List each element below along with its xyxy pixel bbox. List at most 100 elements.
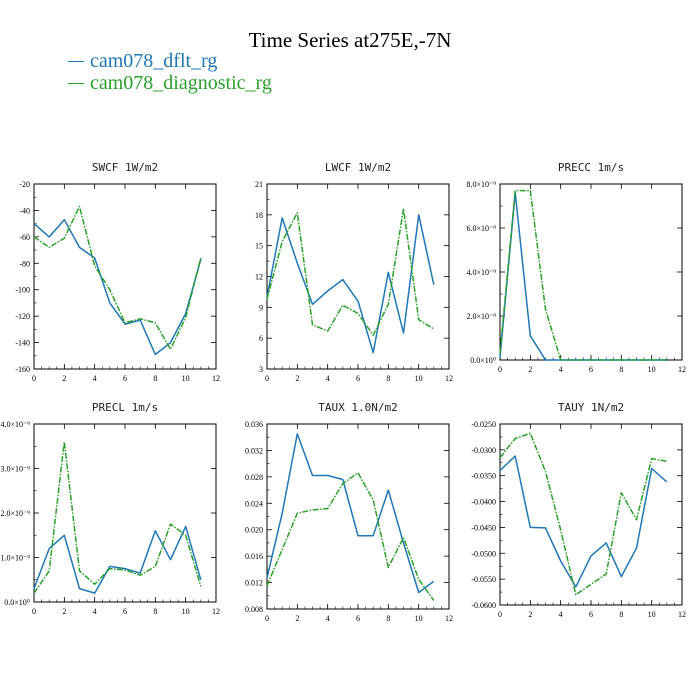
legend-swatch-2 [68,83,84,84]
x-tick-label: 2 [295,614,299,623]
x-tick-label: 6 [589,610,593,619]
x-tick-label: 0 [32,374,36,383]
x-tick-label: 12 [212,607,220,616]
y-tick-label: 0.0×10⁰ [4,598,30,607]
series-line-1 [33,218,202,356]
y-tick-label: 12 [255,273,263,282]
y-tick-label: 0.036 [245,420,263,429]
x-tick-label: 10 [415,374,423,383]
x-tick-label: 2 [62,607,66,616]
x-tick-label: 12 [445,374,453,383]
panel-title: TAUX 1.0N/m2 [318,401,397,414]
x-tick-label: 2 [528,610,532,619]
y-tick-label: 0.016 [245,552,263,561]
x-tick-label: 4 [93,374,97,383]
series-line-2 [499,432,667,596]
y-tick-label: 18 [255,211,263,220]
y-tick-label: -20 [19,180,30,189]
y-tick-label: 2.0×10⁻⁹ [466,312,496,321]
plot-frame [499,183,683,361]
panel-title: SWCF 1W/m2 [92,161,158,174]
x-tick-label: 10 [182,374,190,383]
y-tick-label: -40 [19,206,30,215]
legend-label-2: cam078_diagnostic_rg [90,72,272,94]
series-line-2 [499,189,667,361]
x-tick-label: 12 [678,610,686,619]
x-tick-label: 6 [123,374,127,383]
series-line-2 [266,472,435,601]
x-tick-label: 8 [619,365,623,374]
x-tick-label: 6 [356,614,360,623]
x-tick-label: 0 [265,374,269,383]
x-tick-label: 4 [559,610,563,619]
x-tick-label: 2 [528,365,532,374]
y-tick-label: -0.0500 [471,549,496,558]
x-tick-label: 8 [386,374,390,383]
series-line-2 [33,205,202,350]
y-tick-label: 2.0×10⁻⁹ [0,509,30,518]
x-tick-label: 4 [93,607,97,616]
chart-panel-6: TAUY 1N/m2 0 2 4 6 8 10 12 -0.0250 -0.0300 -0.0350… [471,401,686,619]
y-tick-label: 21 [255,180,263,189]
legend-swatch-1 [68,61,84,62]
y-tick-label: -160 [15,365,30,374]
x-tick-label: 6 [589,365,593,374]
chart-panel-2: LWCF 1W/m2 0 2 4 6 8 10 12 21 18 15 12 9 6 3 [255,161,453,383]
x-tick-label: 0 [498,610,502,619]
x-tick-label: 0 [32,607,36,616]
x-tick-label: 2 [62,374,66,383]
chart-panel-5: TAUX 1.0N/m2 0 2 4 6 8 10 12 0.036 0.032 0.028 0.02… [245,401,453,623]
series-line-1 [266,214,435,354]
x-tick-label: 12 [212,374,220,383]
panel-title: TAUY 1N/m2 [558,401,624,414]
x-tick-label: 10 [182,607,190,616]
y-tick-label: 9 [259,303,263,312]
x-tick-label: 10 [648,365,656,374]
series-line-1 [499,455,668,588]
y-tick-label: -60 [19,233,30,242]
plot-frame [33,423,217,603]
figure-title: Time Series at275E,-7N [248,28,452,52]
x-tick-label: 12 [678,365,686,374]
y-tick-label: -0.0450 [471,523,496,532]
panel-title: PRECC 1m/s [558,161,624,174]
panel-title: LWCF 1W/m2 [325,161,391,174]
legend-label-1: cam078_dflt_rg [90,50,218,72]
plot-frame [33,183,217,370]
y-tick-label: 8.0×10⁻⁹ [466,180,496,189]
y-tick-label: -0.0600 [471,601,496,610]
y-tick-label: 3.0×10⁻⁹ [0,465,30,474]
y-tick-label: 0.008 [245,605,263,614]
x-tick-label: 2 [295,374,299,383]
y-tick-label: 6 [259,334,263,343]
y-tick-label: 0.024 [245,499,263,508]
x-tick-label: 0 [498,365,502,374]
chart-panel-4: PRECL 1m/s 0 2 4 6 8 10 12 4.0×10⁻⁹ 3.0×10⁻⁹ 2.0×1… [0,401,220,616]
y-tick-label: 3 [259,365,263,374]
y-tick-label: -0.0250 [471,420,496,429]
chart-panel-3: PRECC 1m/s 0 2 4 6 8 10 12 8.0×10⁻⁹ 6.0×10⁻⁹ 4.0×1… [466,161,686,374]
y-tick-label: -0.0300 [471,446,496,455]
series-line-2 [266,207,435,336]
plot-frame [266,183,450,370]
x-tick-label: 4 [326,374,330,383]
series-line-1 [266,433,435,594]
y-tick-label: 0.028 [245,473,263,482]
y-tick-label: 0.0×10⁰ [470,356,496,365]
x-tick-label: 4 [559,365,563,374]
series-line-2 [33,441,202,594]
x-tick-label: 4 [326,614,330,623]
chart-panel-1: SWCF 1W/m2 0 2 4 6 8 10 12 -20 -40 -60 -80 -100 -120 -… [15,161,220,383]
series-line-1 [499,192,667,361]
y-tick-label: 4.0×10⁻⁹ [0,420,30,429]
y-tick-label: -80 [19,259,30,268]
x-tick-label: 6 [123,607,127,616]
x-tick-label: 8 [153,607,157,616]
y-tick-label: -0.0400 [471,498,496,507]
y-tick-label: -140 [15,339,30,348]
y-tick-label: -100 [15,286,30,295]
panel-title: PRECL 1m/s [92,401,158,414]
x-tick-label: 8 [619,610,623,619]
y-tick-label: 1.0×10⁻⁹ [0,554,30,563]
